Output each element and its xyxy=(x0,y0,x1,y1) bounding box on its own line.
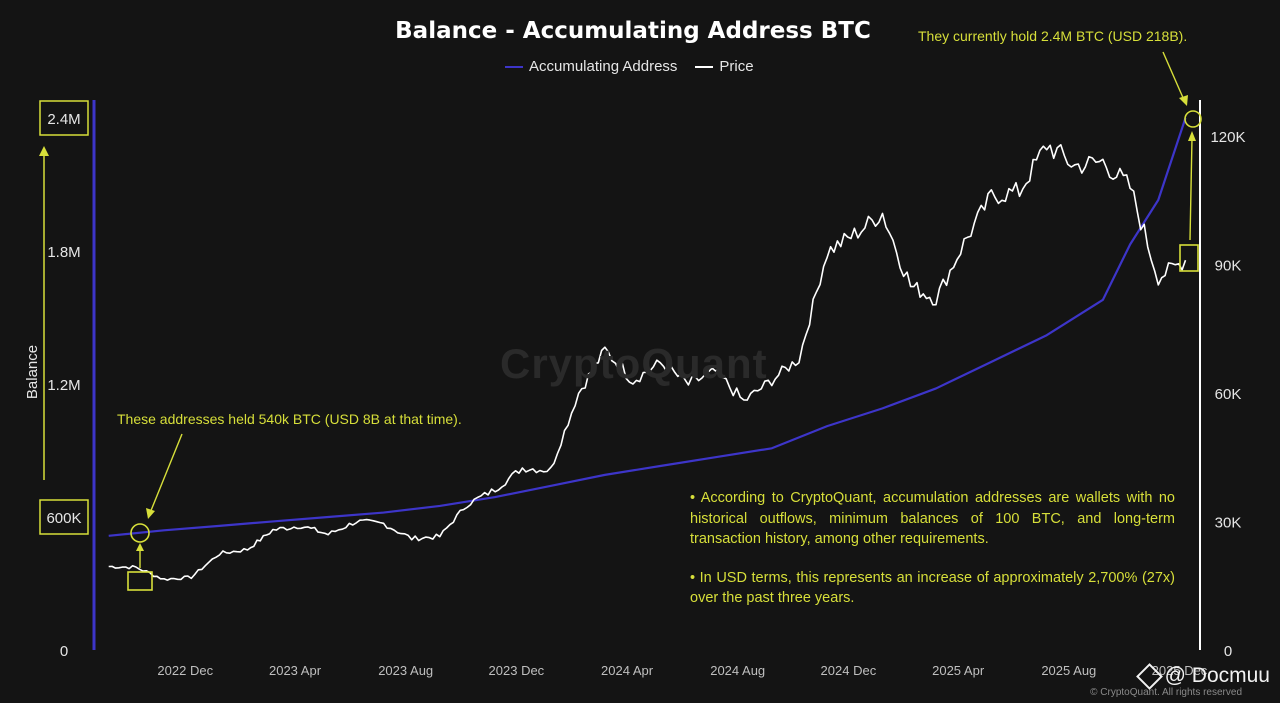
chart-axes: 0 600K 1.2M 1.8M 2.4M Balance 0 30K 60K 90K 120K 20… xyxy=(24,100,1246,678)
x-tick-label: 2025 Apr xyxy=(932,663,985,678)
footer-copyright: © CryptoQuant. All rights reserved xyxy=(1090,687,1242,698)
x-tick-label: 2025 Dec xyxy=(1152,663,1208,678)
legend-label-price: Price xyxy=(719,58,754,75)
early-pointer-head xyxy=(146,508,155,519)
now-pointer xyxy=(1162,51,1185,101)
early-balance-circle xyxy=(130,523,150,543)
early-price-box xyxy=(127,571,153,591)
left-tick-label: 600K xyxy=(46,510,81,527)
left-tick-label: 1.2M xyxy=(47,377,80,394)
note-paragraph-1: • According to CryptoQuant, accumulation… xyxy=(690,490,1175,547)
left-tick-box xyxy=(39,100,89,136)
right-tick-label: 120K xyxy=(1210,129,1245,146)
x-tick-label: 2025 Aug xyxy=(1041,663,1096,678)
right-tick-label: 60K xyxy=(1215,386,1242,403)
legend-item-price[interactable]: Price xyxy=(695,58,754,75)
note-paragraph-2: • In USD terms, this represents an incre… xyxy=(690,569,1175,607)
price-series xyxy=(108,144,1187,581)
x-tick-label: 2023 Dec xyxy=(489,663,545,678)
price-line xyxy=(108,144,1187,581)
x-tick-label: 2024 Dec xyxy=(821,663,877,678)
now-pointer-head xyxy=(1179,95,1188,106)
now-connector-head xyxy=(1188,131,1196,141)
left-tick-label: 1.8M xyxy=(47,244,80,261)
left-tick-label: 0 xyxy=(60,643,68,660)
legend-swatch-balance xyxy=(505,65,523,68)
left-tick-label: 2.4M xyxy=(47,111,80,128)
chart-title: Balance - Accumulating Address BTC xyxy=(395,18,871,44)
now-price-box xyxy=(1179,244,1199,272)
left-tick-box xyxy=(39,499,89,535)
legend-swatch-price xyxy=(695,65,714,68)
x-tick-label: 2024 Apr xyxy=(601,663,654,678)
watermark: CryptoQuant xyxy=(500,340,768,387)
balance-series xyxy=(108,117,1187,537)
annotation-marks xyxy=(127,51,1202,591)
annotation-note: • According to CryptoQuant, accumulation… xyxy=(690,488,1175,627)
legend[interactable]: Accumulating Address Price xyxy=(505,58,754,75)
x-tick-label: 2024 Aug xyxy=(710,663,765,678)
now-balance-circle xyxy=(1184,110,1202,128)
x-tick-label: 2023 Aug xyxy=(378,663,433,678)
right-tick-label: 30K xyxy=(1215,515,1242,532)
legend-label-balance: Accumulating Address xyxy=(529,58,678,75)
annotation-early: These addresses held 540k BTC (USD 8B at… xyxy=(117,411,462,427)
right-tick-label: 0 xyxy=(1224,643,1232,660)
legend-item-balance[interactable]: Accumulating Address xyxy=(505,58,677,75)
early-connector-head xyxy=(136,543,144,551)
x-tick-label: 2022 Dec xyxy=(157,663,213,678)
early-pointer xyxy=(149,433,183,514)
now-connector xyxy=(1189,137,1193,241)
x-tick-label: 2023 Apr xyxy=(269,663,322,678)
brand-icon xyxy=(1135,662,1163,690)
annotation-now: They currently hold 2.4M BTC (USD 218B). xyxy=(918,28,1188,44)
y-axis-label: Balance xyxy=(24,345,41,399)
brand-label: @ Docmuu xyxy=(1164,664,1270,687)
balance-line xyxy=(108,117,1187,537)
brand-watermark: @ Docmuu xyxy=(1135,662,1270,690)
left-arrow-head xyxy=(39,146,49,156)
right-tick-label: 90K xyxy=(1215,258,1242,275)
